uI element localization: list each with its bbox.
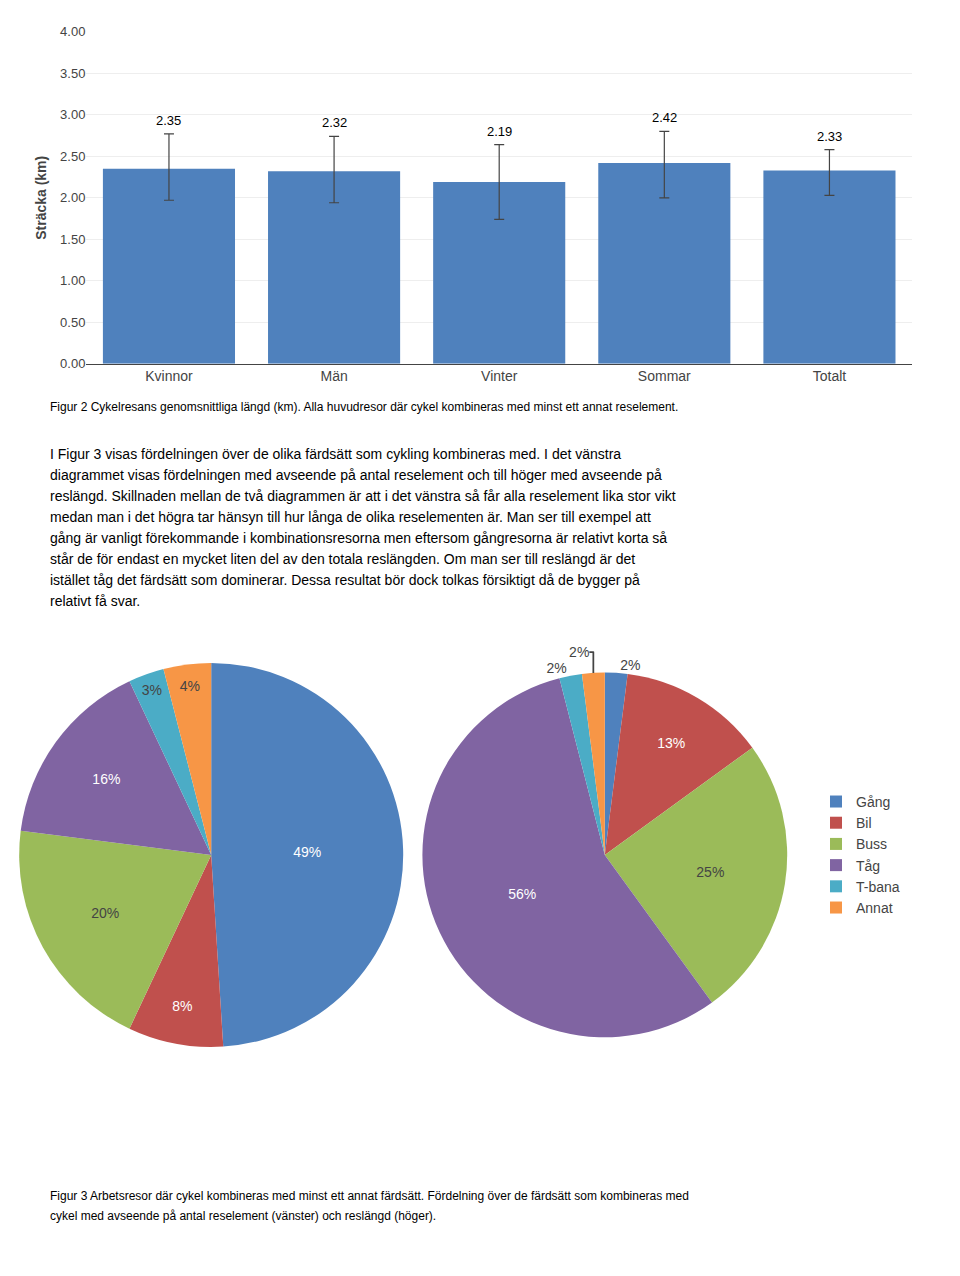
svg-text:reslängd. Skillnaden mellan de: reslängd. Skillnaden mellan de två diagr… bbox=[50, 488, 676, 504]
svg-text:Gång: Gång bbox=[856, 794, 890, 810]
svg-text:4.00: 4.00 bbox=[60, 24, 85, 39]
svg-text:4%: 4% bbox=[180, 678, 200, 694]
svg-text:Annat: Annat bbox=[856, 900, 893, 916]
svg-text:Figur 3 Arbetsresor där cykel: Figur 3 Arbetsresor där cykel kombineras… bbox=[50, 1189, 689, 1203]
svg-text:Vinter: Vinter bbox=[481, 368, 518, 384]
svg-text:8%: 8% bbox=[172, 998, 192, 1014]
svg-text:2.32: 2.32 bbox=[322, 115, 347, 130]
svg-text:diagrammet visas fördelningen: diagrammet visas fördelningen med avseen… bbox=[50, 467, 662, 483]
svg-text:Sommar: Sommar bbox=[638, 368, 691, 384]
svg-text:2.50: 2.50 bbox=[60, 149, 85, 164]
svg-text:25%: 25% bbox=[696, 864, 724, 880]
svg-text:1.50: 1.50 bbox=[60, 232, 85, 247]
svg-text:Buss: Buss bbox=[856, 836, 887, 852]
svg-text:2%: 2% bbox=[569, 644, 589, 660]
svg-text:56%: 56% bbox=[508, 886, 536, 902]
svg-text:2.19: 2.19 bbox=[487, 124, 512, 139]
svg-text:Män: Män bbox=[320, 368, 347, 384]
svg-text:2.00: 2.00 bbox=[60, 190, 85, 205]
svg-text:medan man i det högra tar häns: medan man i det högra tar hänsyn till hu… bbox=[50, 509, 651, 525]
svg-text:cykel med avseende på antal re: cykel med avseende på antal reselement (… bbox=[50, 1209, 436, 1223]
svg-text:2.35: 2.35 bbox=[156, 113, 181, 128]
svg-text:istället tåg det färdsätt som: istället tåg det färdsätt som dominerar.… bbox=[50, 572, 640, 588]
svg-text:Tåg: Tåg bbox=[856, 858, 880, 874]
svg-text:Kvinnor: Kvinnor bbox=[145, 368, 193, 384]
svg-text:3%: 3% bbox=[142, 682, 162, 698]
svg-text:2.42: 2.42 bbox=[652, 110, 677, 125]
svg-text:relativt få svar.: relativt få svar. bbox=[50, 593, 140, 609]
svg-text:T-bana: T-bana bbox=[856, 879, 900, 895]
svg-text:3.50: 3.50 bbox=[60, 66, 85, 81]
svg-text:0.50: 0.50 bbox=[60, 315, 85, 330]
svg-text:16%: 16% bbox=[92, 771, 120, 787]
svg-text:I Figur 3 visas fördelningen ö: I Figur 3 visas fördelningen över de oli… bbox=[50, 446, 621, 462]
svg-text:49%: 49% bbox=[293, 844, 321, 860]
svg-text:13%: 13% bbox=[657, 735, 685, 751]
svg-text:Bil: Bil bbox=[856, 815, 872, 831]
svg-text:står de för endast en mycket l: står de för endast en mycket liten del a… bbox=[50, 551, 635, 567]
svg-text:2%: 2% bbox=[620, 657, 640, 673]
svg-text:gång är vanligt förekommande i: gång är vanligt förekommande i kombinati… bbox=[50, 530, 667, 546]
svg-text:1.00: 1.00 bbox=[60, 273, 85, 288]
svg-text:2.33: 2.33 bbox=[817, 129, 842, 144]
svg-text:Totalt: Totalt bbox=[813, 368, 847, 384]
svg-text:Sträcka (km): Sträcka (km) bbox=[33, 156, 49, 240]
svg-text:Figur 2 Cykelresans genomsnitt: Figur 2 Cykelresans genomsnittliga längd… bbox=[50, 400, 678, 414]
svg-text:2%: 2% bbox=[546, 660, 566, 676]
svg-text:20%: 20% bbox=[91, 905, 119, 921]
svg-text:0.00: 0.00 bbox=[60, 356, 85, 371]
svg-text:3.00: 3.00 bbox=[60, 107, 85, 122]
